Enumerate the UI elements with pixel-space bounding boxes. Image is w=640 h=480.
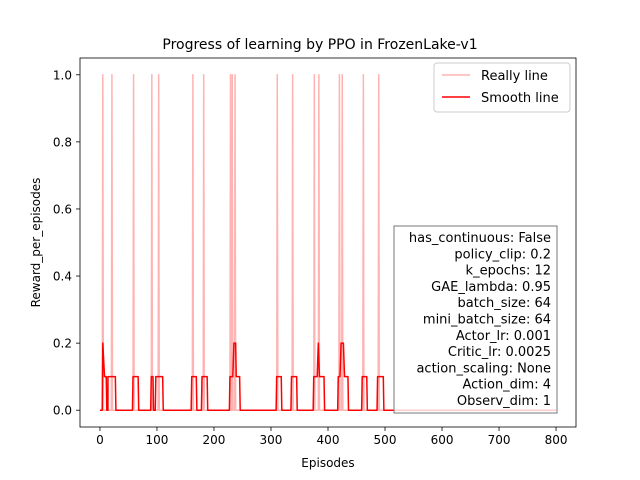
x-tick-label: 400: [317, 433, 340, 447]
x-tick-label: 200: [203, 433, 226, 447]
y-tick-label: 0.4: [53, 270, 72, 284]
x-tick-label: 0: [96, 433, 104, 447]
hyperparameter-line: Critic_lr: 0.0025: [448, 345, 551, 360]
y-tick-label: 0.6: [53, 202, 72, 216]
hyperparameter-line: GAE_lambda: 0.95: [431, 280, 551, 295]
y-axis: 0.0 0.2 0.4 0.6 0.8 1.0: [53, 68, 80, 418]
x-axis: 0 100 200 300 400 500 600 700 800: [96, 427, 567, 447]
y-tick-label: 0.8: [53, 135, 72, 149]
hyperparameter-line: mini_batch_size: 64: [423, 313, 551, 328]
y-tick-label: 0.2: [53, 337, 72, 351]
hyperparameter-box-frame: [393, 225, 558, 414]
legend-label-smooth-line: Smooth line: [481, 91, 559, 106]
chart-title: Progress of learning by PPO in FrozenLak…: [162, 37, 477, 53]
series-smooth-line: [99, 342, 557, 411]
hyperparameter-line: Action_dim: 4: [462, 378, 551, 393]
hyperparameter-line: k_epochs: 12: [466, 264, 551, 279]
series-really-line: [99, 74, 557, 411]
hyperparameter-line: has_continuous: False: [409, 231, 551, 246]
hyperparameter-line: policy_clip: 0.2: [454, 247, 551, 262]
y-tick-label: 1.0: [53, 68, 72, 82]
legend: Really line Smooth line: [433, 62, 571, 113]
hyperparameter-line: batch_size: 64: [458, 296, 551, 311]
x-tick-label: 500: [374, 433, 397, 447]
hyperparameter-line: Observ_dim: 1: [457, 394, 551, 409]
y-tick-label: 0.0: [53, 404, 72, 418]
x-axis-label: Episodes: [301, 456, 354, 470]
hyperparameter-line: action_scaling: None: [416, 361, 551, 376]
x-tick-label: 800: [545, 433, 568, 447]
legend-label-really-line: Really line: [481, 69, 548, 84]
x-tick-label: 100: [146, 433, 169, 447]
x-tick-label: 300: [260, 433, 283, 447]
x-tick-label: 700: [488, 433, 511, 447]
series-layer: [99, 74, 557, 411]
hyperparameter-line: Actor_lr: 0.001: [456, 329, 551, 344]
x-tick-label: 600: [431, 433, 454, 447]
y-axis-label: Reward_per_episodes: [29, 178, 43, 308]
